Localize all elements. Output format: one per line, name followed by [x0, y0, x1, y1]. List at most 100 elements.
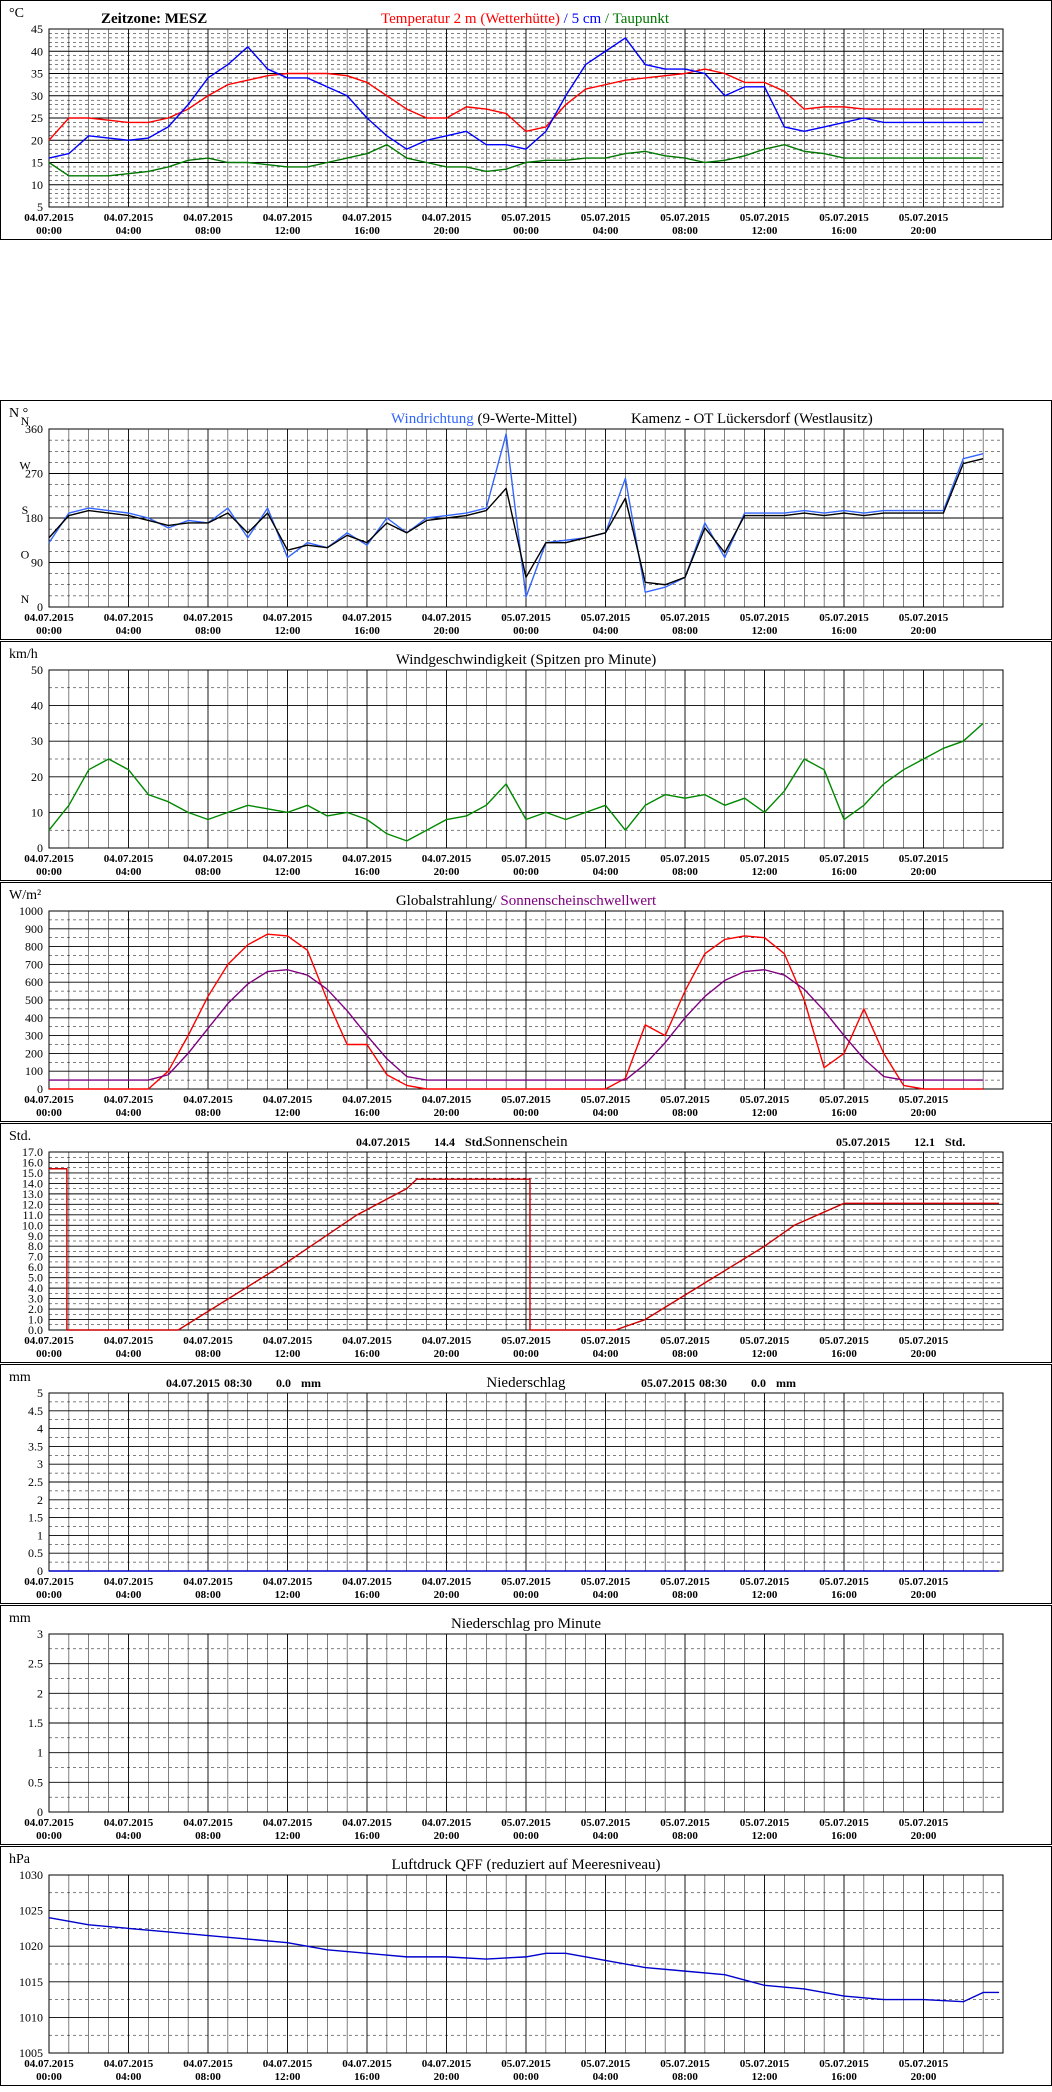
x-tick-time: 00:00 [36, 2071, 62, 2083]
y-tick-label: 15.0 [22, 1166, 43, 1180]
x-tick-time: 12:00 [275, 1589, 301, 1601]
x-tick-date: 05.07.2015 [660, 612, 710, 624]
x-tick-date: 05.07.2015 [899, 1094, 949, 1106]
x-tick-date: 05.07.2015 [501, 2058, 551, 2070]
x-tick-date: 04.07.2015 [183, 2058, 233, 2070]
y-tick-label: 25 [31, 111, 43, 125]
x-tick-date: 04.07.2015 [422, 1817, 472, 1829]
x-tick-date: 05.07.2015 [899, 1576, 949, 1588]
compass-label: S [22, 503, 29, 517]
x-tick-date: 04.07.2015 [183, 1094, 233, 1106]
chart-panel-radiation: W/m² Globalstrahlung/ Sonnenscheinschwell… [0, 882, 1052, 1122]
x-tick-time: 08:00 [672, 625, 698, 637]
x-tick-time: 12:00 [752, 225, 778, 237]
x-tick-time: 20:00 [911, 625, 937, 637]
x-tick-time: 04:00 [116, 2071, 142, 2083]
y-tick-label: 1000 [19, 904, 43, 918]
x-tick-time: 20:00 [911, 866, 937, 878]
x-tick-time: 04:00 [593, 2071, 619, 2083]
x-tick-time: 04:00 [116, 1348, 142, 1360]
x-tick-time: 00:00 [513, 1107, 539, 1119]
x-tick-date: 04.07.2015 [263, 612, 313, 624]
annotation-unit: mm [776, 1376, 796, 1390]
x-tick-time: 16:00 [354, 866, 380, 878]
x-tick-date: 05.07.2015 [819, 853, 869, 865]
x-tick-date: 04.07.2015 [24, 1335, 74, 1347]
annotation: 04.07.2015 08:30 0.0 mm [166, 1376, 321, 1390]
x-tick-time: 12:00 [275, 625, 301, 637]
x-tick-time: 20:00 [434, 866, 460, 878]
x-tick-date: 05.07.2015 [899, 212, 949, 224]
x-tick-date: 05.07.2015 [501, 1817, 551, 1829]
annotation: 05.07.2015 08:30 0.0 mm [641, 1376, 796, 1390]
chart-title-part: Globalstrahlung/ [396, 893, 498, 909]
x-tick-date: 05.07.2015 [819, 1335, 869, 1347]
x-tick-time: 12:00 [275, 1107, 301, 1119]
chart-title-part: 5 cm [572, 11, 602, 27]
x-tick-time: 16:00 [831, 1830, 857, 1842]
annotation-value: 0.0 [751, 1376, 766, 1390]
x-tick-time: 00:00 [36, 225, 62, 237]
chart-svg-wind_direction: N ° Windrichtung (9-Werte-Mittel) Kamenz -… [9, 406, 1004, 637]
y-tick-label: 40 [31, 699, 43, 713]
x-tick-time: 04:00 [116, 866, 142, 878]
x-tick-date: 05.07.2015 [819, 212, 869, 224]
y-tick-label: 1005 [19, 2046, 43, 2060]
x-tick-time: 12:00 [752, 1107, 778, 1119]
series-line-1 [48, 68, 984, 141]
y-tick-label: 800 [25, 940, 43, 954]
chart-title-part: / [560, 11, 572, 27]
x-tick-date: 05.07.2015 [581, 853, 631, 865]
x-tick-time: 20:00 [911, 1348, 937, 1360]
x-tick-time: 12:00 [752, 866, 778, 878]
x-tick-time: 12:00 [752, 1348, 778, 1360]
grid [48, 910, 1004, 1090]
x-tick-date: 05.07.2015 [899, 853, 949, 865]
x-tick-date: 05.07.2015 [501, 612, 551, 624]
x-tick-time: 12:00 [752, 625, 778, 637]
x-tick-time: 00:00 [513, 2071, 539, 2083]
x-tick-time: 08:00 [672, 1589, 698, 1601]
x-tick-time: 00:00 [36, 1589, 62, 1601]
x-tick-date: 05.07.2015 [501, 1576, 551, 1588]
y-tick-label: 1025 [19, 1904, 43, 1918]
series-line-2 [48, 37, 984, 159]
x-tick-time: 16:00 [354, 2071, 380, 2083]
chart-panel-temperature: °C Zeitzone: MESZ Temperatur 2 m (Wetterhü… [0, 0, 1052, 240]
compass-label: N [21, 592, 30, 606]
y-tick-label: 5 [37, 1386, 43, 1400]
x-tick-time: 00:00 [36, 625, 62, 637]
y-tick-label: 12.0 [22, 1197, 43, 1211]
x-tick-time: 16:00 [831, 1107, 857, 1119]
chart-title: Sonnenschein [484, 1134, 568, 1150]
y-tick-label: 270 [25, 467, 43, 481]
x-tick-date: 05.07.2015 [581, 1817, 631, 1829]
x-tick-date: 04.07.2015 [342, 1094, 392, 1106]
unit-label: hPa [9, 1852, 31, 1867]
chart-title-part: Niederschlag [486, 1375, 566, 1391]
y-tick-label: 1.0 [28, 1313, 43, 1327]
x-tick-time: 20:00 [434, 1107, 460, 1119]
x-tick-date: 04.07.2015 [104, 1576, 154, 1588]
x-tick-date: 04.07.2015 [263, 1576, 313, 1588]
x-tick-date: 04.07.2015 [104, 1094, 154, 1106]
chart-title-part: Windrichtung [391, 411, 474, 427]
x-tick-date: 05.07.2015 [819, 2058, 869, 2070]
x-tick-time: 08:00 [195, 866, 221, 878]
x-tick-date: 05.07.2015 [819, 1576, 869, 1588]
x-tick-time: 16:00 [831, 625, 857, 637]
x-tick-date: 04.07.2015 [422, 1335, 472, 1347]
x-tick-date: 04.07.2015 [342, 853, 392, 865]
x-tick-time: 08:00 [195, 225, 221, 237]
x-tick-time: 08:00 [672, 2071, 698, 2083]
x-tick-date: 04.07.2015 [342, 1576, 392, 1588]
x-tick-time: 08:00 [672, 1830, 698, 1842]
x-tick-time: 08:00 [195, 1589, 221, 1601]
station-name: Kamenz - OT Lückersdorf (Westlausitz) [631, 411, 873, 427]
x-tick-time: 12:00 [752, 1589, 778, 1601]
x-tick-date: 04.07.2015 [24, 612, 74, 624]
x-tick-date: 04.07.2015 [183, 612, 233, 624]
x-tick-time: 20:00 [911, 1589, 937, 1601]
x-tick-date: 04.07.2015 [183, 1817, 233, 1829]
grid [48, 669, 1004, 849]
